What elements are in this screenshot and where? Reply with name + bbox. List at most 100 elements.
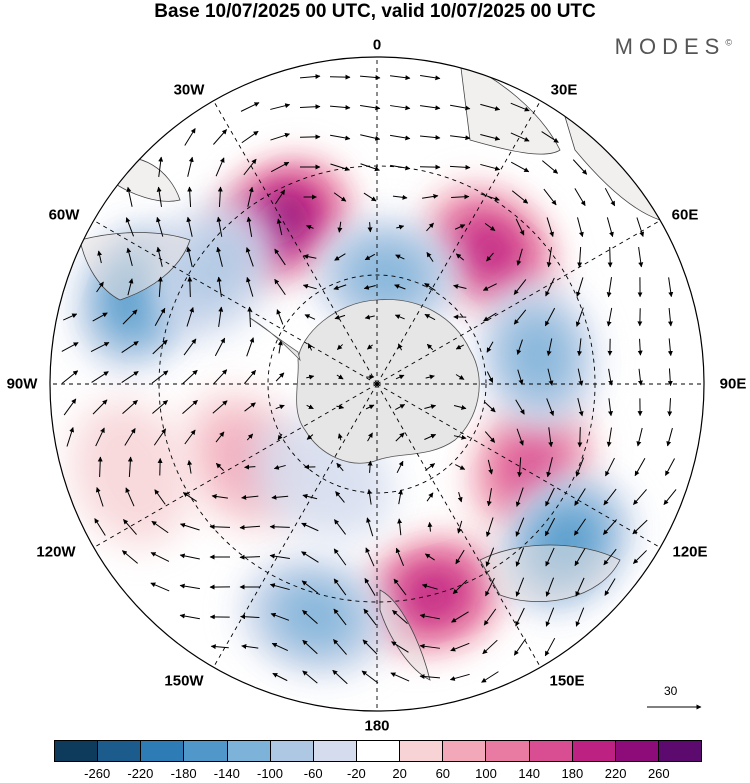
wind-arrow — [243, 158, 257, 176]
wind-arrow — [246, 337, 255, 357]
wind-arrow — [573, 518, 587, 536]
colorbar-ticks: -260 -220 -180 -140 -100 -60 -20 20 60 100 140 180 2… — [54, 766, 702, 782]
wind-arrow — [337, 221, 343, 233]
wind-arrow — [608, 368, 614, 386]
wind-arrow — [333, 578, 347, 596]
wind-arrow — [546, 398, 555, 417]
wind-arrow — [270, 103, 291, 110]
wind-arrow — [515, 218, 525, 236]
meridian-line — [213, 383, 378, 668]
wind-arrow — [516, 428, 524, 446]
colorbar-tick-label: 220 — [604, 766, 627, 781]
wind-arrow — [451, 194, 470, 200]
wind-arrow — [667, 338, 673, 357]
wind-arrow — [633, 550, 647, 564]
meridian-line — [93, 220, 378, 385]
wind-arrow — [150, 582, 170, 592]
colorbar-tick-label: -260 — [84, 766, 111, 781]
colorbar-tick-label: 60 — [435, 766, 451, 781]
wind-arrow — [486, 341, 494, 353]
wind-arrow — [453, 284, 467, 290]
wind-arrow — [187, 276, 193, 298]
wind-arrow — [269, 583, 290, 591]
wind-arrow — [607, 246, 613, 268]
wind-arrow — [306, 224, 314, 230]
wind-arrow — [575, 577, 585, 597]
wind-arrow — [334, 519, 346, 535]
lon-label-30e: 30E — [550, 81, 578, 99]
wind-arrow — [299, 74, 321, 80]
wind-arrow — [366, 517, 374, 537]
wind-arrow — [244, 402, 256, 412]
wind-arrow — [513, 309, 527, 325]
wind-arrow — [515, 607, 525, 627]
colorbar-tick-label: 140 — [518, 766, 541, 781]
wind-arrow — [637, 368, 643, 386]
wind-arrow — [510, 161, 530, 173]
wind-arrow — [179, 613, 200, 620]
wind-arrow — [96, 281, 104, 293]
wind-arrow — [450, 135, 471, 141]
wind-arrow — [216, 246, 223, 267]
wind-arrow — [95, 427, 105, 447]
wind-arrow — [577, 397, 584, 417]
wind-arrow — [363, 192, 377, 202]
wind-arrow — [513, 279, 527, 295]
wind-arrow — [179, 522, 200, 531]
wind-arrow — [187, 186, 193, 208]
wind-arrow — [426, 251, 434, 262]
wind-arrow — [214, 337, 226, 357]
lon-label-60w: 60W — [48, 206, 80, 224]
wind-arrow — [269, 553, 290, 560]
wind-arrow — [390, 134, 411, 141]
wind-arrow — [636, 217, 645, 237]
wind-arrow — [541, 131, 559, 143]
wind-arrow — [217, 186, 223, 208]
wind-arrow — [606, 427, 612, 447]
wind-arrow — [574, 488, 586, 506]
wind-arrow — [271, 494, 289, 500]
anomaly-blob — [70, 400, 192, 547]
wind-arrow — [668, 277, 674, 298]
wind-arrow — [276, 218, 283, 236]
wind-arrow — [546, 457, 553, 478]
wind-arrow — [390, 105, 411, 111]
wind-arrow — [126, 186, 133, 207]
wind-arrow — [157, 276, 163, 298]
wind-arrow — [301, 580, 319, 594]
wind-arrow — [606, 217, 614, 238]
wind-arrow — [394, 314, 405, 320]
wind-arrow — [276, 309, 284, 325]
wind-arrow — [337, 433, 343, 441]
wind-arrow — [516, 339, 523, 355]
wind-arrow — [153, 428, 167, 446]
wind-arrow — [122, 309, 138, 325]
wind-arrow — [302, 609, 318, 625]
wind-arrow — [424, 313, 436, 321]
wind-arrow — [510, 132, 530, 142]
wind-arrow — [273, 464, 286, 470]
wind-arrow — [484, 222, 496, 232]
wind-arrow — [667, 368, 673, 387]
wind-arrow — [606, 307, 613, 327]
wind-arrow — [186, 246, 193, 267]
wind-arrow — [275, 372, 285, 382]
wind-arrow — [545, 487, 555, 507]
wind-arrow — [392, 194, 408, 200]
wind-arrow — [510, 102, 530, 112]
wind-arrow — [634, 458, 646, 477]
wind-arrow — [61, 342, 79, 352]
meridian-line — [213, 100, 378, 385]
wind-arrow — [577, 246, 583, 268]
wind-arrow — [363, 284, 376, 290]
wind-arrow — [218, 306, 224, 327]
wind-arrow — [336, 462, 344, 472]
wind-arrow — [606, 277, 613, 298]
wind-arrow — [302, 639, 318, 655]
wind-arrow — [667, 398, 673, 417]
lon-label-90e: 90E — [719, 375, 747, 393]
wind-arrow — [360, 105, 381, 111]
wind-arrow — [303, 254, 317, 260]
wind-arrow — [396, 224, 405, 230]
wind-arrow — [246, 433, 254, 441]
